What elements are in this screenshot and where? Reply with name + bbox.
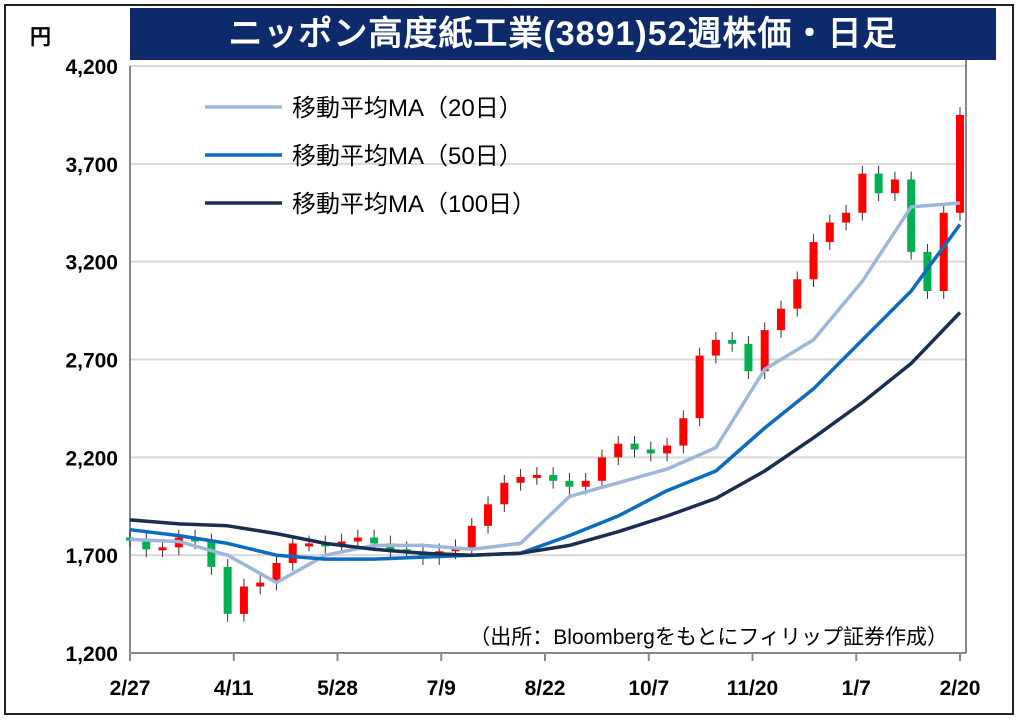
x-tick-label: 8/22 bbox=[525, 677, 566, 700]
ma-line-2 bbox=[129, 311, 962, 557]
legend-label: 移動平均MA（50日） bbox=[292, 143, 523, 170]
candle-body bbox=[597, 457, 606, 481]
candle-body bbox=[581, 480, 590, 487]
candle-body bbox=[760, 330, 769, 372]
candle-body bbox=[353, 537, 362, 542]
candle-body bbox=[793, 279, 802, 309]
y-tick-label: 4,200 bbox=[65, 56, 118, 79]
chart-title: ニッポン高度紙工業(3891)52週株価・日足 bbox=[130, 8, 996, 60]
legend-label: 移動平均MA（20日） bbox=[292, 95, 523, 122]
x-tick-label: 5/28 bbox=[317, 677, 358, 700]
candle-body bbox=[858, 173, 867, 213]
y-tick-label: 3,200 bbox=[65, 252, 118, 275]
y-tick-label: 2,700 bbox=[65, 350, 118, 373]
y-tick-label: 1,200 bbox=[65, 643, 118, 666]
candle-body bbox=[126, 537, 134, 541]
candle-body bbox=[288, 543, 297, 563]
y-tick-label: 3,700 bbox=[65, 154, 118, 177]
y-axis-unit: 円 bbox=[30, 26, 51, 49]
candle-body bbox=[776, 308, 785, 331]
candle-body bbox=[825, 222, 834, 243]
candle-body bbox=[207, 541, 216, 567]
y-tick-label: 1,700 bbox=[65, 545, 118, 568]
ma-line-0 bbox=[129, 201, 961, 585]
candle-body bbox=[907, 179, 916, 252]
candle-body bbox=[516, 476, 525, 483]
candle-body bbox=[142, 539, 151, 550]
candle-body bbox=[695, 355, 704, 419]
y-tick-label: 2,200 bbox=[65, 447, 118, 470]
candle-body bbox=[842, 212, 851, 223]
candle-body bbox=[484, 504, 493, 526]
candle-body bbox=[565, 480, 574, 487]
candle-body bbox=[467, 525, 476, 548]
chart-frame bbox=[4, 4, 1014, 715]
candle-body bbox=[532, 474, 541, 478]
candle-body bbox=[874, 173, 883, 194]
candle-body bbox=[223, 566, 232, 614]
candle-body bbox=[663, 445, 672, 454]
x-tick-label: 11/20 bbox=[727, 677, 778, 700]
candle-body bbox=[239, 586, 248, 614]
candle-body bbox=[500, 482, 509, 505]
candle-body bbox=[809, 242, 818, 280]
source-note: （出所：Bloombergをもとにフィリップ証券作成） bbox=[469, 626, 948, 649]
x-tick-label: 7/9 bbox=[427, 677, 456, 700]
legend-label: 移動平均MA（100日） bbox=[292, 191, 536, 218]
candle-body bbox=[711, 339, 720, 356]
candle-body bbox=[939, 212, 948, 292]
ma-line-1 bbox=[129, 223, 962, 561]
candle-body bbox=[272, 562, 281, 583]
candle-body bbox=[679, 418, 688, 446]
candle-body bbox=[744, 343, 753, 372]
candle-body bbox=[614, 443, 623, 458]
x-tick-label: 4/11 bbox=[214, 677, 254, 700]
candle-body bbox=[549, 474, 558, 481]
candle-body bbox=[646, 449, 655, 454]
x-tick-label: 1/7 bbox=[842, 677, 871, 700]
x-tick-label: 2/20 bbox=[940, 677, 981, 700]
candle-body bbox=[256, 582, 265, 587]
candle-body bbox=[630, 443, 639, 450]
candle-body bbox=[956, 114, 964, 213]
candle-body bbox=[158, 547, 167, 551]
candle-body bbox=[337, 541, 346, 546]
x-tick-label: 10/7 bbox=[628, 677, 669, 700]
candle-body bbox=[370, 537, 379, 544]
candle-body bbox=[890, 179, 899, 194]
candle-body bbox=[728, 339, 737, 344]
candle-body bbox=[305, 543, 314, 547]
x-tick-label: 2/27 bbox=[110, 677, 151, 700]
